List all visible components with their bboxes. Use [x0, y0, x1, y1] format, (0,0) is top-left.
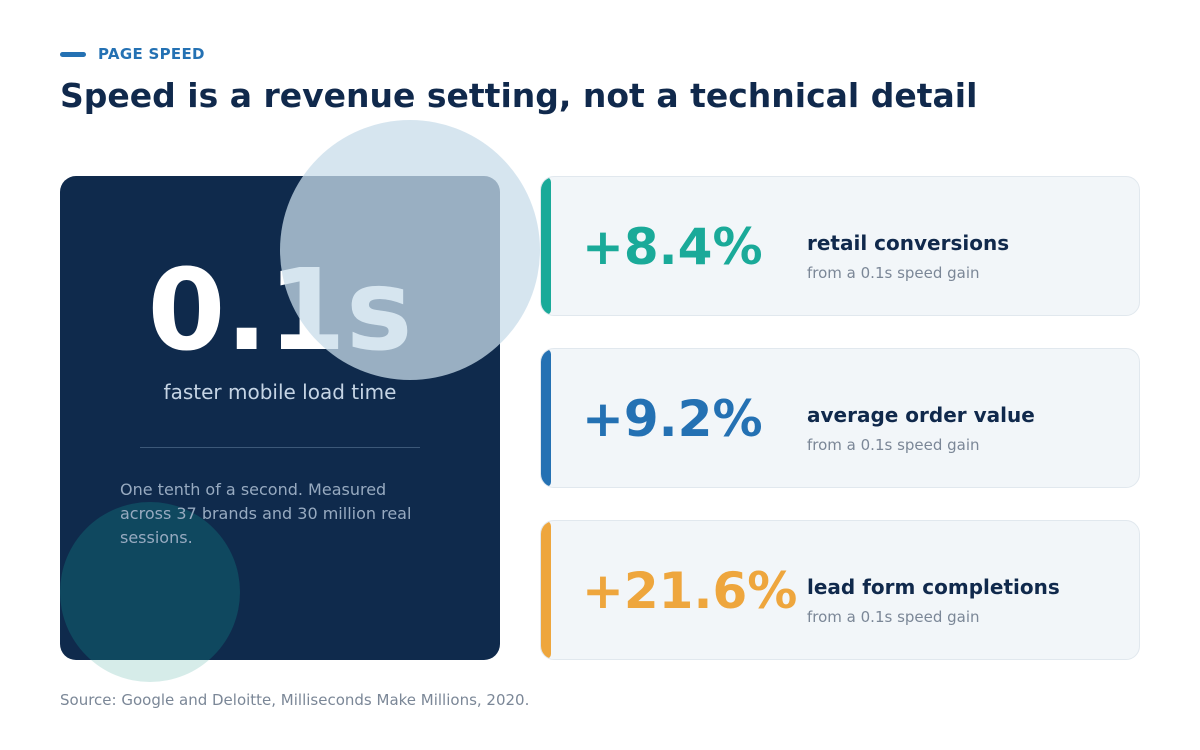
stat-accent-bar [541, 521, 551, 659]
stat-sublabel: from a 0.1s speed gain [807, 436, 980, 454]
stat-value: +8.4% [582, 218, 763, 276]
hero-caption: faster mobile load time [163, 380, 397, 404]
decorative-circle-blue [280, 120, 540, 380]
stat-accent-bar [541, 349, 551, 487]
stat-sublabel: from a 0.1s speed gain [807, 608, 980, 626]
stat-card-average-order-value: +9.2% average order value from a 0.1s sp… [540, 348, 1140, 488]
stat-value: +21.6% [582, 562, 798, 620]
stat-label: average order value [807, 403, 1035, 427]
stat-label: lead form completions [807, 575, 1060, 599]
hero-divider [140, 447, 420, 448]
stat-accent-bar [541, 177, 551, 315]
page-title: Speed is a revenue setting, not a techni… [60, 76, 978, 115]
stat-sublabel: from a 0.1s speed gain [807, 264, 980, 282]
hero-note: One tenth of a second. Measured across 3… [120, 480, 412, 547]
stat-value: +9.2% [582, 390, 763, 448]
stat-label: retail conversions [807, 231, 1010, 255]
source-footnote: Source: Google and Deloitte, Millisecond… [60, 691, 530, 709]
eyebrow-bar [60, 51, 86, 57]
decorative-circle-teal-inner [60, 502, 240, 660]
eyebrow-label: PAGE SPEED [98, 45, 205, 63]
eyebrow: PAGE SPEED [60, 44, 205, 64]
stat-card-lead-form-completions: +21.6% lead form completions from a 0.1s… [540, 520, 1140, 660]
stat-card-retail-conversions: +8.4% retail conversions from a 0.1s spe… [540, 176, 1140, 316]
